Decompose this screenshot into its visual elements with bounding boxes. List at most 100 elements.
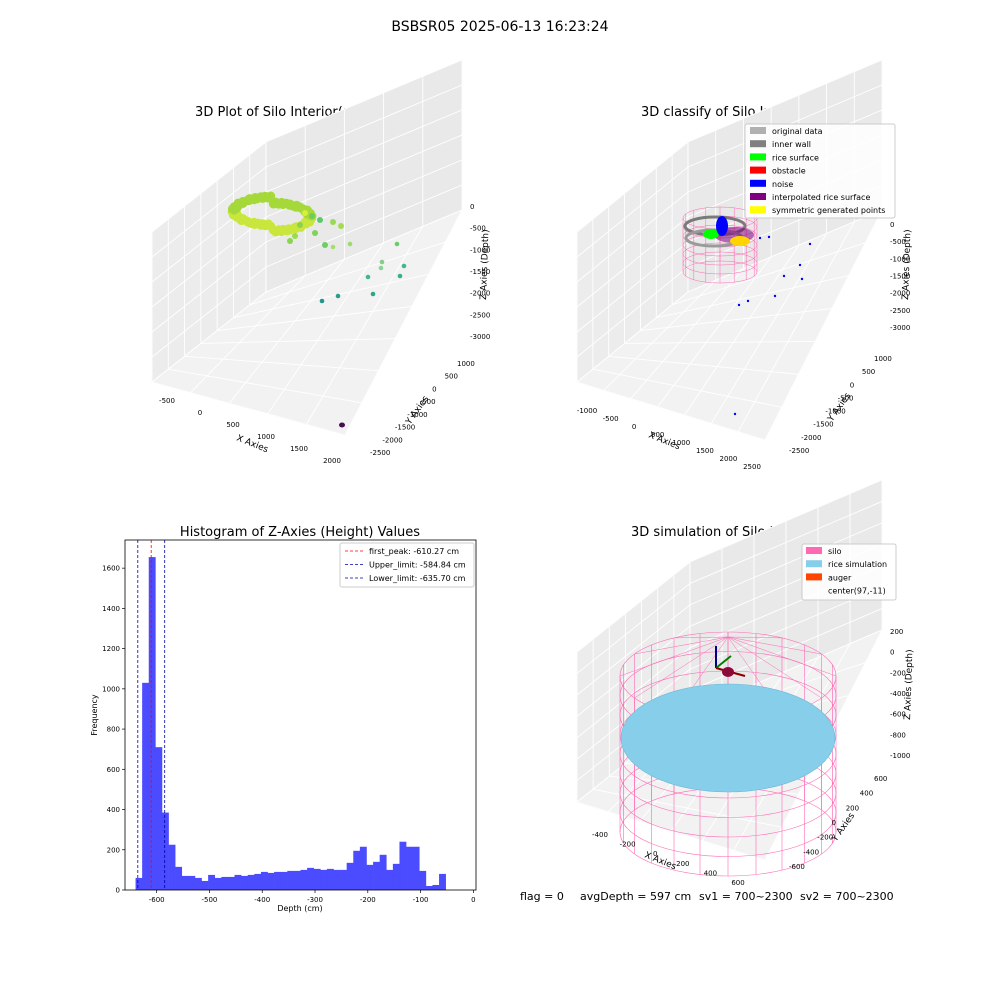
classify-plot-z-ticks: 0 -500 -1000 -1500 -2000 -2500 -3000 — [890, 221, 910, 332]
grid-line — [576, 604, 691, 696]
grid-line — [306, 226, 424, 425]
raw-data-3d-plot: 3D Plot of Silo Interior(row data) -5000… — [151, 59, 491, 465]
x-tick-label: -400 — [592, 831, 608, 839]
histogram-y-label: Frequency — [90, 694, 99, 736]
y-tick-label: 600 — [874, 775, 887, 783]
y-tick-label: 1000 — [102, 685, 120, 693]
z-tick-label: 0 — [470, 203, 474, 211]
histogram-bar — [373, 861, 380, 890]
histogram-bar — [135, 877, 143, 890]
histogram-bar — [399, 841, 407, 890]
raw-point — [312, 230, 318, 236]
silo-roof-line — [673, 636, 729, 639]
grid-line — [184, 355, 379, 372]
raw-plot-y-ticks: 1000 500 0 -500 -1000 -1500 -2000 -2500 — [370, 360, 475, 457]
histogram-bar — [379, 854, 387, 890]
grid-line — [151, 291, 267, 383]
z-tick-label: 0 — [890, 221, 894, 229]
histogram-bar — [340, 869, 347, 890]
raw-plot-z-label: Z Axies (Depth) — [479, 229, 491, 300]
grid-line — [689, 501, 883, 584]
y-tick-label: -200 — [817, 834, 833, 842]
y-tick-label: -600 — [789, 863, 805, 871]
simulation-plot-objects — [619, 631, 837, 877]
legend-label: silo — [828, 547, 842, 556]
histogram-x-label: Depth (cm) — [277, 904, 322, 913]
histogram-bar — [300, 869, 308, 890]
grid-line — [657, 256, 772, 408]
z-tick-label: -1000 — [890, 752, 910, 760]
grid-line — [265, 209, 463, 293]
symmetric-points — [730, 236, 750, 246]
noise-point — [746, 299, 750, 303]
y-tick-label: -1500 — [813, 421, 833, 429]
noise-point — [767, 235, 771, 239]
sv2-readout: sv2 = 700~2300 — [800, 890, 894, 903]
flag-readout: flag = 0 — [520, 890, 564, 903]
x-tick-label: 0 — [471, 896, 475, 904]
grid-line — [151, 266, 267, 358]
z-tick-label: -2000 — [470, 290, 490, 298]
grid-line — [687, 209, 883, 293]
classify-plot-z-label: Z Axies (Depth) — [901, 229, 913, 300]
y-tick-label: -1500 — [395, 424, 415, 432]
z-tick-label: -1500 — [470, 268, 490, 276]
grid-line — [217, 305, 412, 332]
z-tick-label: -500 — [470, 225, 486, 233]
y-tick-label: 1200 — [102, 645, 120, 653]
grid-line — [151, 381, 346, 436]
histogram-bar — [234, 874, 242, 890]
legend-label: first_peak: -610.27 cm — [369, 547, 459, 556]
histogram-bar — [359, 846, 367, 890]
grid-line — [233, 273, 429, 319]
raw-point — [365, 274, 371, 280]
legend-label: auger — [828, 573, 852, 582]
raw-point — [287, 238, 293, 244]
raw-point — [266, 191, 276, 201]
y-arrow — [715, 655, 732, 669]
y-tick-label: 0 — [832, 819, 836, 827]
grid-line — [576, 647, 691, 739]
histogram-x-ticks: -600 -500 -400 -300 -200 -100 0 — [149, 890, 476, 904]
z-tick-label: -1000 — [470, 246, 490, 254]
grid-line — [265, 184, 463, 268]
raw-point — [394, 241, 400, 247]
raw-point — [330, 219, 336, 225]
y-tick-label: 1400 — [102, 605, 120, 613]
grid-line — [710, 233, 827, 424]
grid-line — [576, 561, 691, 653]
z-tick-label: -2500 — [470, 311, 490, 319]
y-tick-label: -500 — [420, 398, 436, 406]
histogram-bar — [267, 872, 275, 890]
legend-swatch — [806, 547, 822, 554]
histogram-bar — [241, 875, 249, 890]
x-tick-label: -600 — [149, 896, 165, 904]
raw-point — [302, 210, 308, 216]
rice-simulation-surface — [620, 683, 836, 793]
x-tick-label: -200 — [360, 896, 376, 904]
noise-point — [773, 294, 777, 298]
histogram-bar — [439, 873, 446, 890]
raw-point — [379, 259, 385, 265]
raw-point — [397, 273, 403, 279]
z-tick-label: -400 — [890, 690, 906, 698]
histogram-bar — [274, 871, 282, 890]
histogram-bar — [221, 876, 229, 890]
histogram-bar — [333, 869, 341, 890]
legend-label: original data — [772, 127, 823, 136]
legend-label: rice simulation — [828, 560, 887, 569]
raw-point — [317, 217, 323, 223]
raw-point — [319, 298, 325, 304]
silo-roof-line — [727, 636, 822, 655]
y-tick-label: 0 — [116, 887, 120, 895]
x-tick-label: 1000 — [672, 439, 690, 447]
histogram-bar — [247, 874, 255, 890]
histogram-bar — [214, 877, 222, 890]
status-footer: flag = 0 avgDepth = 597 cm sv1 = 700~230… — [520, 890, 894, 903]
histogram-bar — [419, 870, 427, 890]
noise-point — [800, 277, 804, 281]
x-tick-label: 1000 — [257, 433, 275, 441]
x-tick-label: -100 — [413, 896, 429, 904]
x-tick-label: 0 — [632, 423, 636, 431]
grid-line — [249, 241, 446, 306]
